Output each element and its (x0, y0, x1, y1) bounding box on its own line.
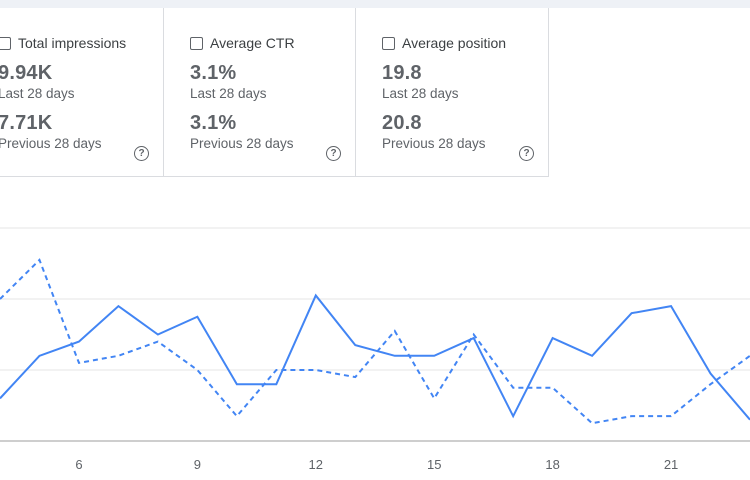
metric-card-impressions[interactable]: Total impressions 9.94K Last 28 days 7.7… (0, 8, 164, 177)
x-tick-label: 21 (664, 457, 678, 472)
top-strip (0, 0, 750, 8)
x-tick-label: 18 (545, 457, 559, 472)
metric-label: Average position (402, 35, 507, 51)
previous-value: 20.8 (382, 112, 422, 134)
x-tick-label: 12 (309, 457, 323, 472)
performance-chart: 6 9 12 15 18 21 (0, 227, 750, 472)
metric-label: Average CTR (210, 35, 295, 51)
metric-label: Total impressions (18, 35, 127, 51)
current-period-label: Last 28 days (382, 86, 459, 101)
help-icon[interactable]: ? (326, 146, 341, 161)
previous-period-label: Previous 28 days (190, 136, 294, 151)
previous-value: 3.1% (190, 112, 237, 134)
previous-period-label: Previous 28 days (382, 136, 486, 151)
x-tick-label: 6 (75, 457, 82, 472)
current-value: 19.8 (382, 62, 422, 84)
help-icon[interactable]: ? (519, 146, 534, 161)
metric-header: Average CTR (190, 35, 295, 51)
position-checkbox[interactable] (382, 36, 395, 50)
metric-card-ctr[interactable]: Average CTR 3.1% Last 28 days 3.1% Previ… (164, 8, 356, 177)
help-icon[interactable]: ? (134, 146, 149, 161)
previous-period-label: Previous 28 days (0, 136, 102, 151)
metric-cards: Total impressions 9.94K Last 28 days 7.7… (0, 8, 750, 178)
current-period-label: Last 28 days (190, 86, 267, 101)
impressions-checkbox[interactable] (0, 36, 11, 50)
series-line-current (0, 293, 750, 421)
current-period-label: Last 28 days (0, 86, 75, 101)
metric-header: Average position (382, 35, 506, 51)
metric-header: Total impressions (0, 35, 126, 51)
series-line-previous (0, 258, 750, 425)
x-tick-label: 15 (427, 457, 441, 472)
ctr-checkbox[interactable] (190, 36, 203, 50)
current-value: 3.1% (190, 62, 237, 84)
current-value: 9.94K (0, 62, 53, 84)
previous-value: 7.71K (0, 112, 53, 134)
metric-card-position[interactable]: Average position 19.8 Last 28 days 20.8 … (356, 8, 549, 177)
x-tick-label: 9 (194, 457, 201, 472)
